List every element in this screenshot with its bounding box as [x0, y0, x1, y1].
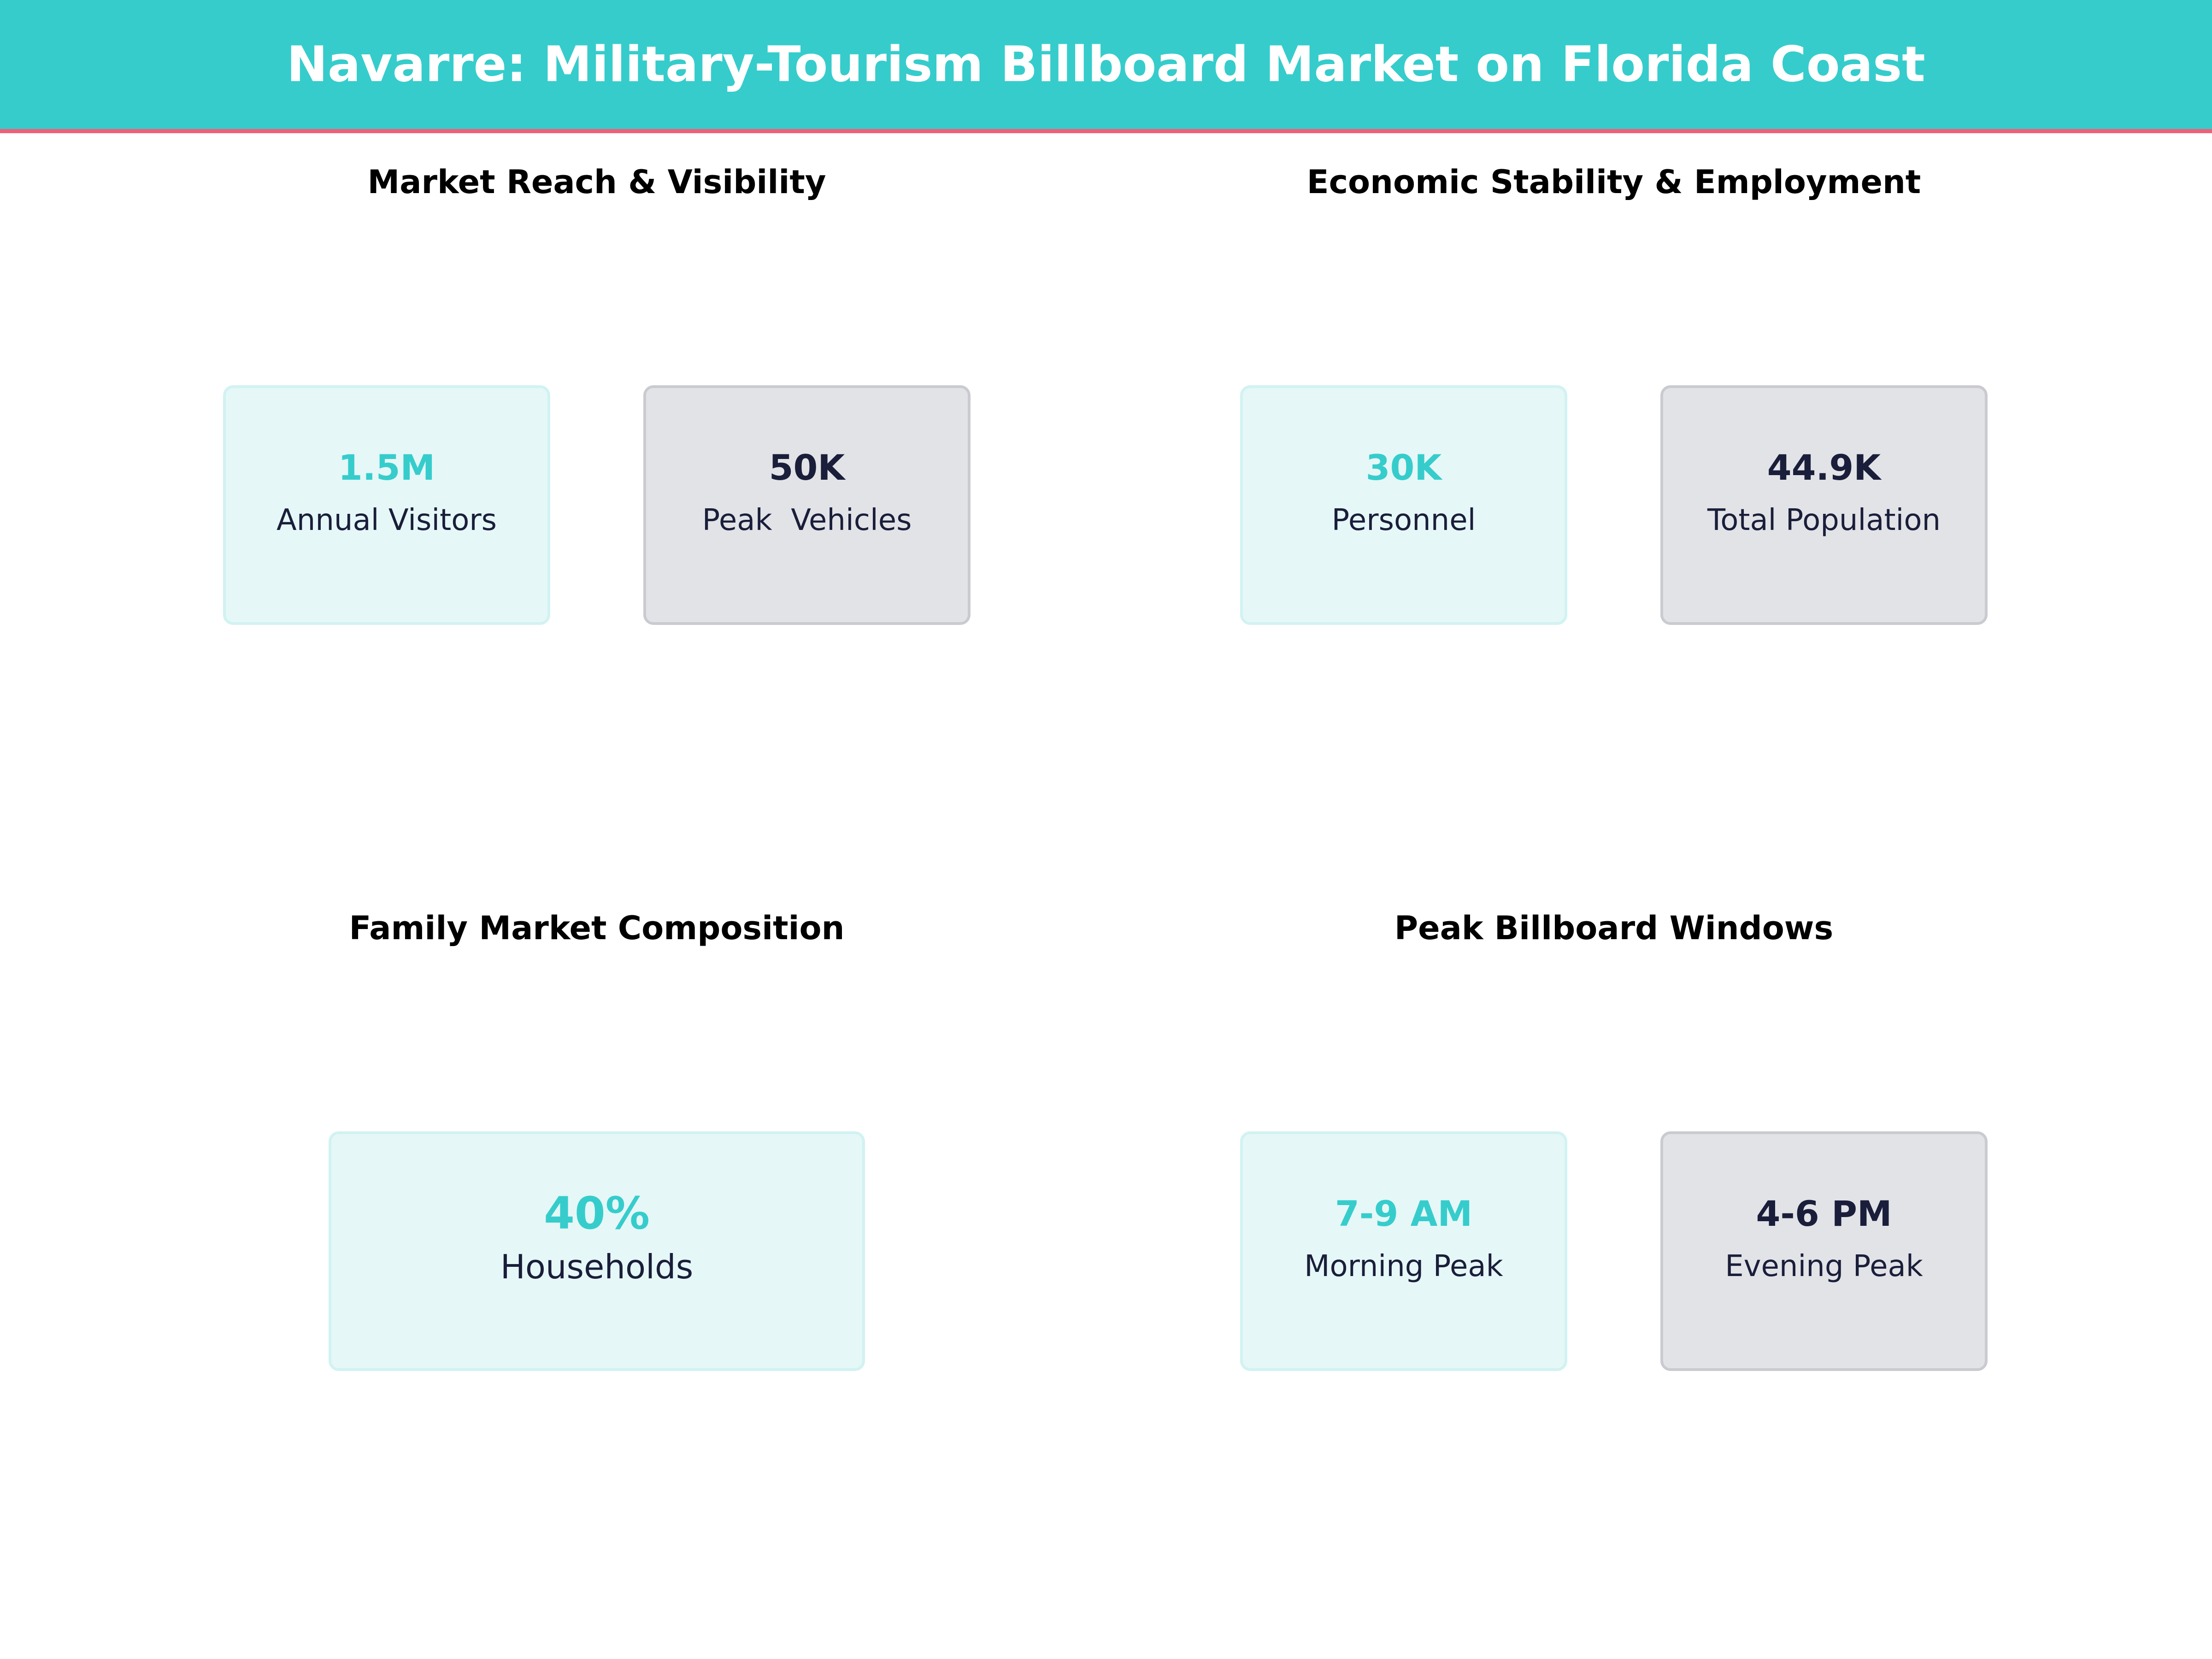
stat-value: 1.5M	[338, 447, 435, 488]
stat-card-morning-peak: 7-9 AM Morning Peak	[1240, 1131, 1567, 1371]
stat-card-peak-vehicles: 50K Peak Vehicles	[643, 385, 971, 625]
stat-card-total-population: 44.9K Total Population	[1660, 385, 1988, 625]
section-title-family-market: Family Market Composition	[349, 909, 845, 947]
section-title-economic-stability: Economic Stability & Employment	[1306, 163, 1921, 201]
stat-label: Total Population	[1707, 503, 1941, 537]
stat-value: 44.9K	[1767, 447, 1881, 488]
stat-label: Morning Peak	[1304, 1249, 1503, 1283]
header-banner: Navarre: Military-Tourism Billboard Mark…	[0, 0, 2212, 133]
stat-label: Personnel	[1331, 503, 1476, 537]
stat-label: Evening Peak	[1725, 1249, 1923, 1283]
section-title-peak-windows: Peak Billboard Windows	[1394, 909, 1834, 947]
stat-value: 7-9 AM	[1335, 1193, 1473, 1234]
section-title-market-reach: Market Reach & Visibility	[367, 163, 826, 201]
stat-card-evening-peak: 4-6 PM Evening Peak	[1660, 1131, 1988, 1371]
stat-label: Annual Visitors	[276, 503, 497, 537]
stat-label: Households	[500, 1247, 694, 1286]
stat-label: Peak Vehicles	[702, 503, 912, 537]
stat-value: 4-6 PM	[1756, 1193, 1892, 1234]
stat-value: 30K	[1365, 447, 1442, 488]
stat-value: 40%	[544, 1188, 650, 1239]
stat-card-personnel: 30K Personnel	[1240, 385, 1567, 625]
stat-card-households: 40% Households	[329, 1131, 865, 1371]
page-title: Navarre: Military-Tourism Billboard Mark…	[287, 36, 1925, 93]
stat-value: 50K	[769, 447, 845, 488]
stat-card-annual-visitors: 1.5M Annual Visitors	[223, 385, 550, 625]
